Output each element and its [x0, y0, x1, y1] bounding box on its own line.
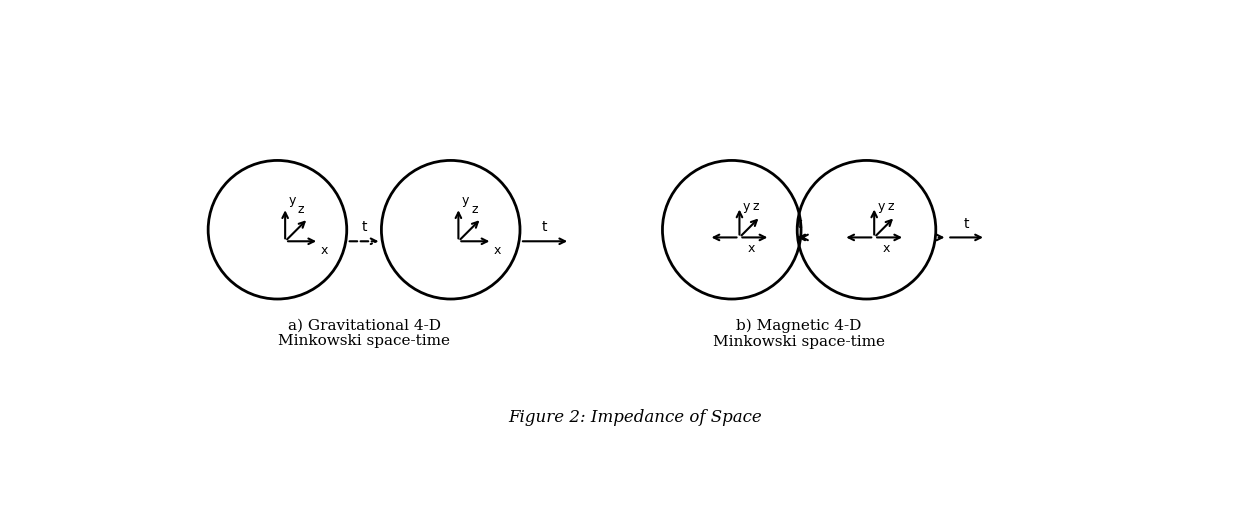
Text: t: t	[796, 217, 802, 231]
Text: z: z	[471, 203, 477, 216]
Text: x: x	[883, 242, 890, 255]
Text: x: x	[321, 244, 327, 257]
Text: t: t	[963, 217, 970, 231]
Text: a) Gravitational 4-D
Minkowski space-time: a) Gravitational 4-D Minkowski space-tim…	[278, 318, 450, 349]
Text: t: t	[361, 220, 367, 234]
Text: y: y	[288, 194, 295, 207]
Text: z: z	[298, 203, 304, 216]
Text: x: x	[494, 244, 501, 257]
Text: b) Magnetic 4-D
Minkowski space-time: b) Magnetic 4-D Minkowski space-time	[713, 318, 885, 349]
Text: x: x	[748, 242, 755, 255]
Text: y: y	[461, 194, 469, 207]
Text: t: t	[542, 220, 547, 234]
Text: z: z	[887, 200, 894, 213]
Text: z: z	[753, 200, 759, 213]
Text: y: y	[877, 200, 884, 213]
Text: Figure 2: Impedance of Space: Figure 2: Impedance of Space	[508, 409, 763, 426]
Text: y: y	[743, 200, 750, 213]
